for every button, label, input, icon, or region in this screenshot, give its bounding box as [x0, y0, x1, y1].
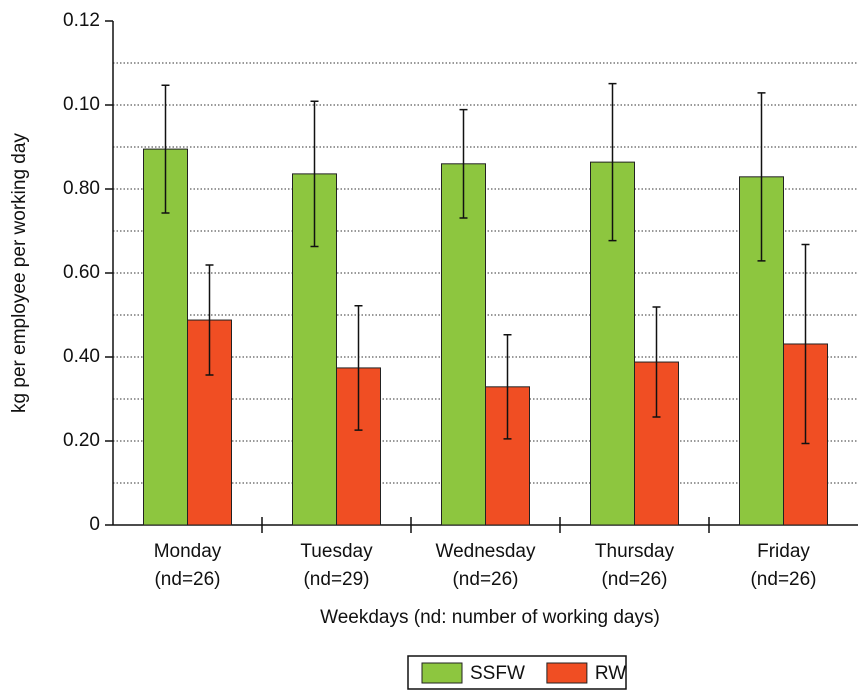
- error-bar: [801, 243, 810, 445]
- error-bar: [652, 306, 661, 418]
- error-bar: [310, 100, 319, 248]
- x-tick-label: Tuesday: [300, 541, 373, 562]
- x-tick-label: Monday: [154, 541, 222, 562]
- error-bar: [459, 108, 468, 219]
- x-tick-sublabel: (nd=26): [452, 569, 518, 590]
- bar: [441, 163, 486, 526]
- y-tick-label: 0.12: [63, 10, 100, 31]
- error-bar: [161, 84, 170, 214]
- y-tick-label: 0: [89, 514, 100, 535]
- legend-swatch: [546, 662, 588, 684]
- y-tick-label: 0.20: [63, 430, 100, 451]
- legend-label: SSFW: [470, 663, 525, 684]
- x-axis-label: Weekdays (nd: number of working days): [320, 607, 660, 628]
- y-tick-label: 0.80: [63, 178, 100, 199]
- legend-label: RW: [595, 663, 626, 684]
- error-bar: [608, 82, 617, 242]
- x-tick-sublabel: (nd=26): [750, 569, 816, 590]
- x-tick-label: Friday: [757, 541, 810, 562]
- x-tick-sublabel: (nd=29): [303, 569, 369, 590]
- x-tick-label: Wednesday: [436, 541, 536, 562]
- x-tick-label: Thursday: [595, 541, 675, 562]
- y-tick-label: 0.10: [63, 94, 100, 115]
- x-tick-sublabel: (nd=26): [154, 569, 220, 590]
- legend-swatch: [421, 662, 463, 684]
- error-bar: [757, 92, 766, 262]
- y-tick-label: 0.40: [63, 346, 100, 367]
- y-tick-label: 0.60: [63, 262, 100, 283]
- x-tick-sublabel: (nd=26): [601, 569, 667, 590]
- error-bar: [503, 333, 512, 440]
- y-axis-label: kg per employee per working day: [9, 133, 30, 413]
- error-bar: [205, 264, 214, 376]
- error-bar: [354, 305, 363, 431]
